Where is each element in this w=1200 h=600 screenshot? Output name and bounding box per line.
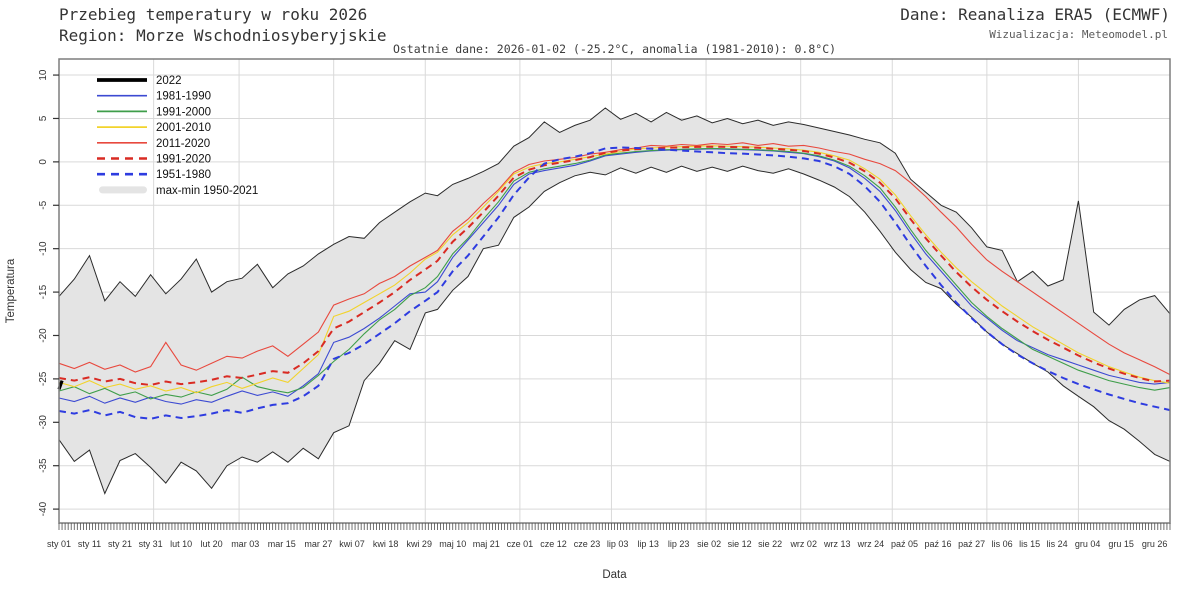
x-tick-label: lut 10 <box>170 539 192 549</box>
series-line-1991-2000 <box>58 147 1171 400</box>
y-tick-label: 5 <box>38 115 49 121</box>
x-tick-label: kwi 18 <box>373 539 399 549</box>
x-tick-label: kwi 29 <box>406 539 432 549</box>
y-tick-label: -20 <box>38 328 49 343</box>
y-axis: 10 5 0 -5 -10 -15 -20 -25 -30 -35 -40 Temperatura <box>5 69 59 516</box>
legend-label: 1951-1980 <box>156 169 211 181</box>
x-tick-label: lip 23 <box>668 539 690 549</box>
y-axis-title: Temperatura <box>5 258 17 323</box>
x-tick-label: paź 27 <box>958 539 985 549</box>
x-tick-label: sty 31 <box>139 539 163 549</box>
legend-item-2001-2010: 2001-2010 <box>97 122 211 134</box>
x-tick-label: sty 01 <box>47 539 71 549</box>
legend-item-1991-2020: 1991-2020 <box>97 154 211 166</box>
data-source-label: Dane: Reanaliza ERA5 (ECMWF) <box>900 5 1170 24</box>
band-max-line <box>58 107 1171 326</box>
max-min-band <box>58 107 1171 495</box>
x-tick-label: lis 15 <box>1019 539 1040 549</box>
x-tick-label: cze 12 <box>540 539 567 549</box>
y-tick-label: -10 <box>38 241 49 256</box>
x-tick-label: cze 01 <box>507 539 534 549</box>
x-tick-label: wrz 24 <box>857 539 885 549</box>
legend-label: 2001-2010 <box>156 122 211 134</box>
page-title: Przebieg temperatury w roku 2026 <box>59 5 368 24</box>
legend-item-1951-1980: 1951-1980 <box>97 169 211 181</box>
legend-item-max-min-1950-2021: max-min 1950-2021 <box>99 185 258 197</box>
legend-label: 1981-1990 <box>156 91 211 103</box>
legend-item-2011-2020: 2011-2020 <box>97 138 210 150</box>
x-tick-label: sty 11 <box>78 539 101 549</box>
x-tick-label: cze 23 <box>574 539 601 549</box>
x-tick-label: lip 13 <box>637 539 659 549</box>
x-tick-label: lut 20 <box>201 539 223 549</box>
x-tick-label: kwi 07 <box>339 539 365 549</box>
y-tick-label: -25 <box>38 371 49 386</box>
latest-data-subtitle: Ostatnie dane: 2026-01-02 (-25.2°C, anom… <box>392 42 837 56</box>
x-tick-label: wrz 13 <box>823 539 851 549</box>
legend-label: 1991-2000 <box>156 106 211 118</box>
series-line-2001-2010 <box>58 145 1171 394</box>
x-tick-label: wrz 02 <box>789 539 817 549</box>
x-axis-title: Data <box>602 569 627 581</box>
y-tick-label: -30 <box>38 415 49 430</box>
legend-item-2022: 2022 <box>97 75 182 87</box>
x-tick-label: mar 27 <box>304 539 332 549</box>
x-tick-label: mar 03 <box>231 539 259 549</box>
x-tick-label: gru 15 <box>1108 539 1134 549</box>
y-tick-label: -40 <box>38 501 49 516</box>
series-line-1981-1990 <box>58 148 1171 405</box>
x-tick-label: maj 10 <box>439 539 466 549</box>
x-tick-label: sie 12 <box>728 539 752 549</box>
x-tick-label: sie 02 <box>697 539 721 549</box>
y-tick-label: 10 <box>38 69 49 81</box>
series-line-1991-2020 <box>58 145 1171 387</box>
legend: 2022 1981-1990 1991-2000 2001-2010 2011-2020… <box>97 75 258 197</box>
x-tick-label: sty 21 <box>108 539 132 549</box>
region-subtitle: Region: Morze Wschodniosyberyjskie <box>59 26 387 45</box>
series-line-1951-1980 <box>58 146 1171 420</box>
y-tick-label: -35 <box>38 458 49 473</box>
x-tick-label: lis 24 <box>1047 539 1068 549</box>
x-axis: sty 01 sty 11 sty 21 sty 31 lut 10 lut 20 mar … <box>47 523 1171 581</box>
legend-label: 2011-2020 <box>156 138 210 150</box>
y-tick-label: -15 <box>38 284 49 299</box>
visualization-credit: Wizualizacja: Meteomodel.pl <box>989 28 1168 41</box>
x-tick-label: maj 21 <box>473 539 500 549</box>
legend-swatch-band <box>99 186 147 194</box>
y-tick-label: -5 <box>38 200 49 209</box>
y-tick-label: 0 <box>38 159 49 165</box>
legend-label: 2022 <box>156 75 182 87</box>
x-tick-label: gru 26 <box>1142 539 1168 549</box>
legend-item-1991-2000: 1991-2000 <box>97 106 211 118</box>
series-lines <box>57 142 1171 420</box>
x-tick-label: gru 04 <box>1075 539 1101 549</box>
x-tick-label: paź 16 <box>924 539 951 549</box>
x-tick-label: lip 03 <box>607 539 629 549</box>
x-tick-label: sie 22 <box>758 539 782 549</box>
legend-item-1981-1990: 1981-1990 <box>97 91 211 103</box>
x-tick-label: mar 15 <box>268 539 296 549</box>
legend-label: max-min 1950-2021 <box>156 185 258 197</box>
x-tick-label: paź 05 <box>891 539 918 549</box>
x-tick-label: lis 06 <box>992 539 1013 549</box>
legend-label: 1991-2020 <box>156 154 211 166</box>
